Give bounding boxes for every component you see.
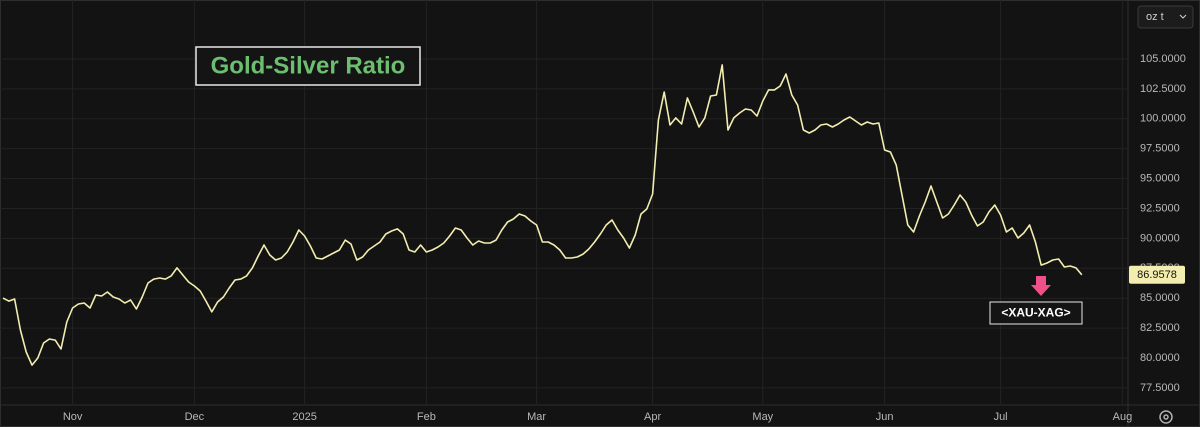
unit-selector-label[interactable]: oz t [1146,11,1164,23]
y-tick-label: 105.0000 [1140,53,1186,65]
unit-selector[interactable] [1137,5,1194,29]
labels: 77.500080.000082.500085.000087.500090.00… [63,53,1186,423]
annotation-box [989,301,1083,325]
x-tick-label: Apr [644,411,661,423]
y-tick-label: 92.5000 [1140,202,1180,214]
y-tick-label: 77.5000 [1140,382,1180,394]
y-tick-label: 95.0000 [1140,172,1180,184]
x-tick-label: Nov [63,411,83,423]
x-tick-label: Aug [1113,411,1133,423]
x-tick-label: May [752,411,773,423]
y-tick-label: 80.0000 [1140,352,1180,364]
settings-icon[interactable] [1159,410,1173,424]
series [2,64,1083,366]
y-tick-label: 90.0000 [1140,232,1180,244]
price-label-box [1129,265,1185,284]
annotation-arrow [1031,276,1051,296]
x-tick-label: 2025 [292,411,316,423]
y-tick-label: 97.5000 [1140,143,1180,155]
x-tick-label: Jun [876,411,894,423]
chart-title: Gold-Silver Ratio [211,52,406,79]
y-tick-label: 82.5000 [1140,322,1180,334]
settings-ring[interactable] [1159,410,1173,424]
y-tick-label: 102.5000 [1140,83,1186,95]
x-tick-label: Jul [994,411,1008,423]
dropdown-caret[interactable] [1179,14,1187,19]
settings-hub[interactable] [1163,414,1169,420]
x-tick-label: Mar [527,411,546,423]
annotation: <XAU-XAG> [1001,306,1070,320]
x-tick-label: Dec [185,411,205,423]
y-tick-label: 100.0000 [1140,113,1186,125]
title-box [195,46,421,86]
price-label: 86.9578 [1137,269,1177,281]
y-tick-label: 85.0000 [1140,292,1180,304]
x-tick-label: Feb [417,411,436,423]
line [2,64,1083,366]
